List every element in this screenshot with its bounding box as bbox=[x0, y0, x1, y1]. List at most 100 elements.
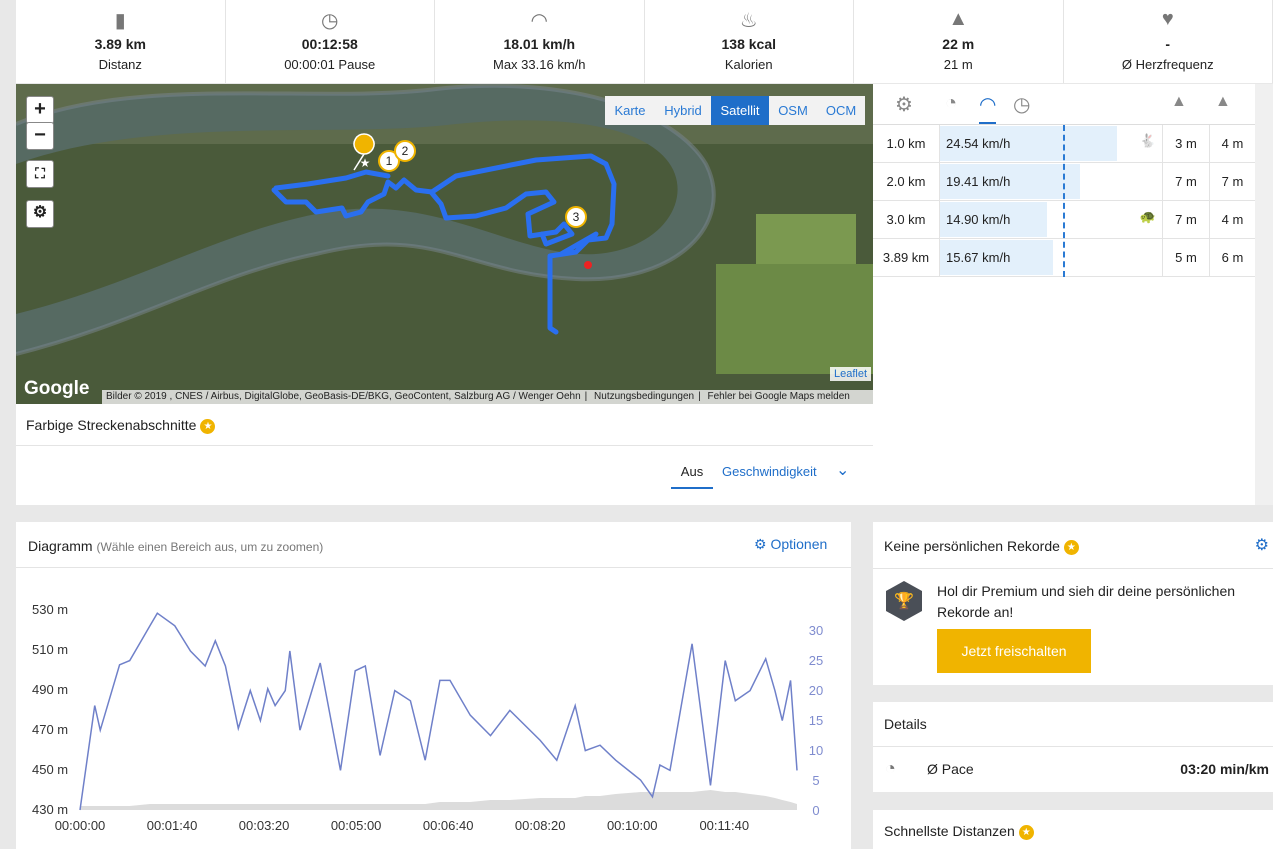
lap-down: 7 m bbox=[1209, 162, 1255, 201]
fastest-panel: Schnellste Distanzen ★ bbox=[873, 810, 1273, 849]
unlock-button[interactable]: Jetzt freischalten bbox=[937, 629, 1091, 673]
y2-tick-label: 20 bbox=[809, 683, 823, 698]
fastest-heading: Schnellste Distanzen ★ bbox=[884, 823, 1034, 840]
stat-icon: ◷ bbox=[321, 10, 339, 32]
y-tick-label: 530 m bbox=[32, 602, 68, 617]
premium-star: ★ bbox=[200, 418, 216, 434]
lap-distance: 3.0 km bbox=[873, 200, 940, 239]
stat: ▮ 3.89 km Distanz bbox=[16, 0, 226, 83]
stat-label: 00:00:01 Pause bbox=[284, 57, 376, 72]
speed-bar bbox=[940, 202, 1048, 237]
records-heading: Keine persönlichen Rekorde ★ bbox=[884, 538, 1079, 555]
stat-icon: ♥ bbox=[1161, 8, 1174, 30]
stat-label: Distanz bbox=[98, 57, 142, 72]
divider bbox=[16, 567, 851, 568]
layer-button[interactable]: OSM bbox=[769, 96, 817, 125]
divider bbox=[16, 445, 873, 446]
zoom-out[interactable]: − bbox=[26, 122, 54, 150]
map-marker[interactable]: 2 bbox=[394, 140, 416, 162]
lap-speed-cell: 19.41 km/h bbox=[939, 162, 1163, 201]
records-settings[interactable]: ⚙ bbox=[1254, 537, 1269, 554]
records-panel: Keine persönlichen Rekorde ★ ⚙ 🏆 Hol dir … bbox=[873, 522, 1273, 685]
stat-label: 21 m bbox=[943, 57, 973, 72]
stat-value: 00:12:58 bbox=[301, 36, 358, 52]
trophy-icon: 🏆 bbox=[886, 581, 922, 621]
average-line bbox=[1063, 125, 1065, 277]
lap-up: 5 m bbox=[1162, 238, 1210, 277]
elevation-area bbox=[80, 790, 797, 810]
lap-distance: 2.0 km bbox=[873, 162, 940, 201]
dropdown-arrow[interactable]: ⌄ bbox=[836, 462, 850, 479]
lap-speed: 19.41 km/h bbox=[946, 174, 1011, 189]
ascent-icon: ▲ bbox=[1171, 93, 1187, 110]
layer-button[interactable]: OCM bbox=[817, 96, 865, 125]
x-tick-label: 00:00:00 bbox=[55, 818, 106, 833]
lap-down: 4 m bbox=[1209, 125, 1255, 163]
lap-speed-cell: 14.90 km/h 🐢 bbox=[939, 200, 1163, 239]
y2-tick-label: 30 bbox=[809, 623, 823, 638]
settings-icon[interactable]: ⚙ bbox=[895, 94, 913, 116]
zoom-in[interactable]: + bbox=[26, 96, 54, 124]
y2-tick-label: 25 bbox=[809, 653, 823, 668]
terms-link[interactable]: Nutzungsbedingungen bbox=[594, 391, 695, 402]
divider bbox=[873, 568, 1273, 569]
diagram-panel: Diagramm (Wähle einen Bereich aus, um zu… bbox=[16, 522, 851, 849]
y2-tick-label: 10 bbox=[809, 743, 823, 758]
stat-label: Kalorien bbox=[724, 57, 773, 72]
layer-button[interactable]: Hybrid bbox=[655, 96, 711, 125]
records-text: Hol dir Premium und sieh dir deine persö… bbox=[937, 583, 1236, 620]
report-link[interactable]: Fehler bei Google Maps melden bbox=[707, 391, 850, 402]
fullscreen[interactable]: ⛶ bbox=[26, 160, 54, 188]
fastest-title: Schnellste Distanzen bbox=[884, 823, 1015, 839]
stat-value: 22 m bbox=[942, 36, 975, 52]
x-tick-label: 00:05:00 bbox=[331, 818, 382, 833]
map-marker[interactable]: 3 bbox=[565, 206, 587, 228]
x-tick-label: 00:03:20 bbox=[239, 818, 290, 833]
tab-off[interactable]: Aus bbox=[671, 464, 713, 489]
details-panel: Details ◔ Ø Pace 03:20 min/km bbox=[873, 702, 1273, 792]
speed-bar bbox=[940, 240, 1053, 275]
stat-value: - bbox=[1165, 36, 1171, 52]
map-settings[interactable]: ⚙ bbox=[26, 200, 54, 228]
y2-tick-label: 5 bbox=[812, 773, 819, 788]
speed-icon[interactable]: ◠ bbox=[979, 92, 997, 124]
map-image: ★ bbox=[16, 84, 873, 404]
chart[interactable]: 430 m 450 m 470 m 490 m 510 m 530 m 0 5 10 15 20 25… bbox=[16, 522, 851, 849]
tab-speed[interactable]: Geschwindigkeit bbox=[722, 464, 817, 479]
options-label: Optionen bbox=[770, 536, 828, 552]
stat-icon: ♨ bbox=[739, 10, 758, 32]
x-tick-label: 00:08:20 bbox=[515, 818, 566, 833]
leaflet-link[interactable]: Leaflet bbox=[829, 367, 871, 381]
layer-button[interactable]: Satellit bbox=[711, 96, 769, 125]
layer-button[interactable]: Karte bbox=[605, 96, 655, 125]
options-button[interactable]: ⚙ Optionen bbox=[754, 536, 828, 552]
records-title: Keine persönlichen Rekorde bbox=[884, 538, 1060, 554]
stat-value: 18.01 km/h bbox=[503, 36, 576, 52]
scrollbar[interactable] bbox=[1255, 84, 1273, 505]
lap-speed-cell: 24.54 km/h 🐇 bbox=[939, 125, 1163, 163]
time-icon[interactable]: ◷ bbox=[1013, 94, 1031, 116]
premium-star: ★ bbox=[1018, 824, 1034, 840]
details-title: Details bbox=[884, 716, 927, 732]
diagram-hint: (Wähle einen Bereich aus, um zu zoomen) bbox=[96, 540, 324, 554]
x-tick-label: 00:06:40 bbox=[423, 818, 474, 833]
segments-title-text: Farbige Streckenabschnitte bbox=[26, 417, 197, 433]
google-logo: Google bbox=[24, 378, 90, 399]
stat-value: 3.89 km bbox=[94, 36, 146, 52]
detail-label: Ø Pace bbox=[927, 761, 974, 777]
segments-panel: Farbige Streckenabschnitte ★ Aus Geschwin… bbox=[16, 404, 873, 505]
premium-star: ★ bbox=[1063, 539, 1079, 555]
lap-speed: 14.90 km/h bbox=[946, 212, 1011, 227]
slowest-icon: 🐢 bbox=[1139, 209, 1156, 224]
svg-text:🏆: 🏆 bbox=[894, 591, 914, 610]
pace-icon[interactable]: ◔ bbox=[945, 92, 958, 114]
y2-tick-label: 15 bbox=[809, 713, 823, 728]
x-tick-label: 00:11:40 bbox=[699, 818, 749, 833]
x-tick-label: 00:10:00 bbox=[607, 818, 658, 833]
